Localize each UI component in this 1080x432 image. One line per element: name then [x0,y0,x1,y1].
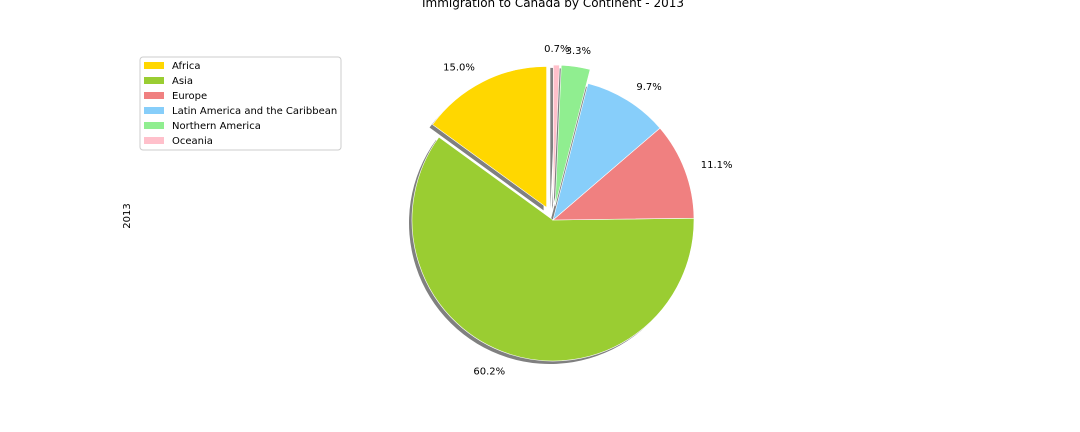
percent-labels: 15.0% 60.2% 11.1% 9.7% 3.3%0.7% [443,44,732,377]
pct-label-latin-america-and-the-caribbean: 9.7% [636,82,661,93]
chart-title: Immigration to Canada by Continent - 201… [422,0,684,10]
slice-asia [411,136,695,362]
legend: Africa Asia Europe Latin America and the Ca… [139,56,342,151]
slice-latin-america-and-the-caribbean [552,83,661,221]
pct-label-oceania: 0.7% [544,44,569,55]
slice-oceania [553,64,560,206]
slice-europe [552,127,695,221]
legend-frame [139,56,342,151]
legend-items: Africa Asia Europe Latin America and the Ca… [144,61,337,147]
legend-swatch-asia [144,77,164,84]
y-axis-label: 2013 [122,203,133,228]
slice-northern-america [554,64,591,207]
pie-slices [411,64,695,362]
legend-swatch-africa [144,62,164,69]
legend-label-africa: Africa [172,61,201,72]
legend-label-asia: Asia [172,76,193,87]
slice-africa [432,66,547,209]
legend-label-northern-america: Northern America [172,121,261,132]
legend-label-oceania: Oceania [172,136,213,147]
pct-label-northern-america: 3.3% [566,46,591,57]
pct-label-europe: 11.1% [701,160,733,171]
legend-label-latin-america-and-the-caribbean: Latin America and the Caribbean [172,106,337,117]
legend-label-europe: Europe [172,91,207,102]
legend-swatch-northern-america [144,122,164,129]
pct-label-africa: 15.0% [443,63,475,74]
legend-swatch-oceania [144,137,164,144]
pct-label-asia: 60.2% [473,366,505,377]
legend-swatch-latin-america-and-the-caribbean [144,107,164,114]
legend-swatch-europe [144,92,164,99]
